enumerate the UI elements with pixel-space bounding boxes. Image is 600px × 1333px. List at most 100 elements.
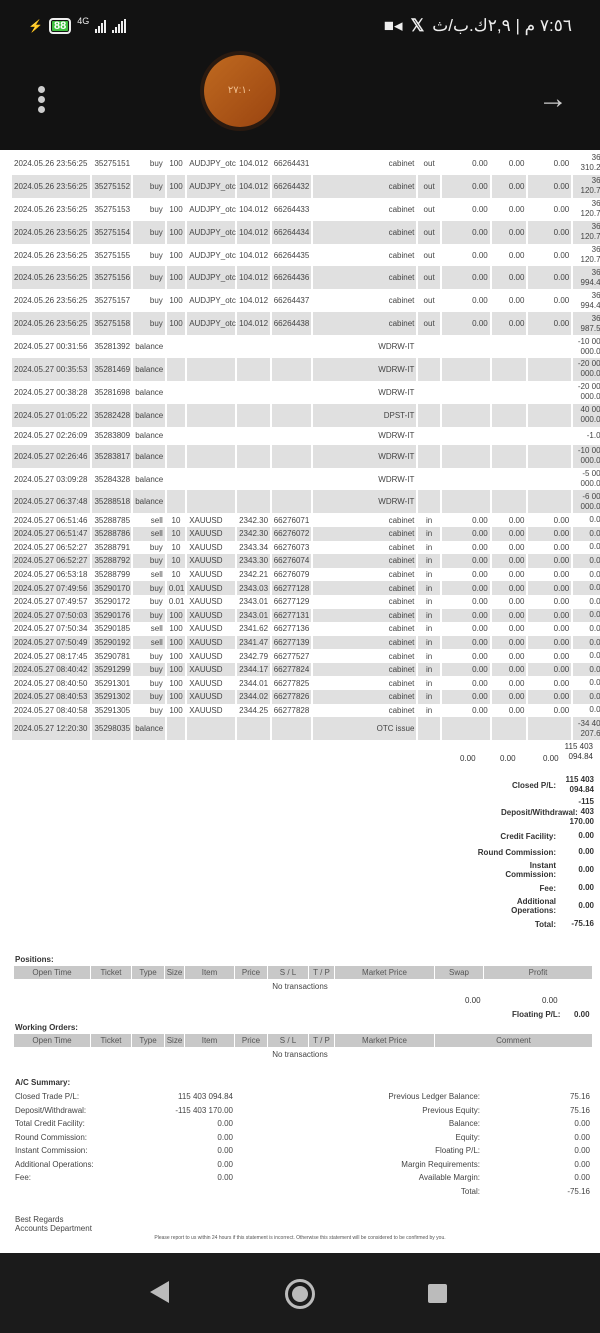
ac-summary-value: 0.00 (217, 1159, 233, 1169)
summary-value: 0.00 (578, 847, 594, 856)
deal-profit: 361 120.76 (572, 243, 600, 267)
ac-summary-label: Previous Equity: (422, 1105, 480, 1115)
deal-profit: 0.00 (572, 649, 600, 663)
deal-taxes: 0.00 (527, 649, 574, 663)
deal-comment: cabinet (312, 152, 419, 175)
deal-taxes: 0.00 (527, 622, 574, 636)
ac-summary-row: Margin Requirements: 0.00 (345, 1158, 590, 1172)
deal-price: 104.012 (236, 312, 272, 336)
deal-time: 2024.05.26 23:56:25 (12, 312, 93, 336)
arrow-right-icon[interactable]: → (538, 82, 568, 115)
recording-timer[interactable]: ٢٧:١٠ (204, 55, 276, 127)
home-circle-icon[interactable] (285, 1279, 315, 1309)
deal-order: 66264433 (270, 197, 314, 221)
deal-size: 100 (165, 289, 188, 313)
recents-square-icon[interactable] (428, 1284, 447, 1303)
deal-size: 100 (165, 174, 188, 198)
deal-time: 2024.05.27 03:09:28 (12, 467, 93, 491)
deal-comment: cabinet (312, 554, 419, 568)
deal-commission: 0.00 (440, 622, 492, 636)
deal-type: buy (132, 243, 167, 267)
ac-summary-row: Total Credit Facility: 0.00 (15, 1117, 233, 1131)
deal-profit: 0.00 (572, 581, 600, 595)
deal-type: buy (132, 220, 167, 244)
deal-item (186, 426, 238, 445)
deal-ticket: 35275152 (91, 174, 134, 198)
summary-value: 115 403 094.84 (565, 775, 594, 794)
back-triangle-icon[interactable] (150, 1281, 169, 1303)
battery-icon: 88 (48, 18, 72, 34)
deal-direction: in (417, 581, 442, 595)
floating-pl-label: Floating P/L: (512, 1010, 561, 1019)
deal-ticket: 35288786 (91, 526, 134, 541)
deal-commission: 0.00 (440, 608, 492, 623)
deal-swap: 0.00 (490, 649, 529, 663)
deal-commission: 0.00 (440, 594, 492, 609)
deal-item: AUDJPY_otc (186, 152, 238, 175)
total-swap: 0.00 (500, 754, 516, 763)
deal-time: 2024.05.27 00:38:28 (12, 380, 93, 404)
deal-price: 2342.30 (236, 526, 272, 541)
deal-price: 2344.25 (236, 703, 272, 718)
table-row: 2024.05.27 07:49:57 35290172 buy 0.01 XAUUSD… (12, 594, 600, 609)
deal-item (186, 380, 238, 404)
deal-commission: 0.00 (440, 635, 492, 650)
ac-summary-value: 0.00 (574, 1132, 590, 1142)
positions-swap-total: 0.00 (465, 996, 481, 1005)
deal-type: sell (132, 513, 167, 527)
deal-profit: -6 000 000.00 (572, 490, 600, 514)
deal-time: 2024.05.27 07:49:56 (12, 581, 93, 595)
deal-size: 100 (165, 649, 188, 663)
deal-swap: 0.00 (490, 635, 529, 650)
deal-price: 2343.01 (236, 608, 272, 623)
total-profit: 115 403 094.84 (564, 742, 593, 761)
deal-ticket: 35288799 (91, 567, 134, 582)
ac-summary-row: Closed Trade P/L: 115 403 094.84 (15, 1090, 233, 1104)
deal-item: XAUUSD (186, 513, 238, 527)
deal-item: XAUUSD (186, 594, 238, 609)
deal-profit: 361 120.76 (572, 220, 600, 244)
deal-profit: 0.00 (572, 703, 600, 718)
deal-size: 100 (165, 608, 188, 623)
deal-type: buy (132, 594, 167, 609)
table-row: 2024.05.27 03:09:28 35284328 balance WDRW-I… (12, 467, 600, 491)
deal-ticket: 35275157 (91, 289, 134, 313)
column-header: Size (165, 1034, 185, 1047)
more-vert-icon[interactable] (38, 86, 48, 116)
table-row: 2024.05.27 07:49:56 35290170 buy 0.01 XAUUSD… (12, 581, 600, 595)
deal-comment: cabinet (312, 608, 419, 623)
deal-direction: out (417, 266, 442, 290)
network-type: 4G (77, 16, 90, 26)
deal-profit: 0.00 (572, 540, 600, 555)
deal-type: balance (132, 490, 167, 514)
ac-summary-label: Total: (460, 1186, 480, 1196)
ac-summary-label: Additional Operations: (15, 1159, 94, 1169)
table-row: 2024.05.26 23:56:25 35275157 buy 100 AUDJPY_… (12, 289, 600, 313)
deal-price: 2342.30 (236, 513, 272, 527)
table-row: 2024.05.27 08:40:58 35291305 buy 100 XAUUSD 2… (12, 703, 600, 718)
summary-row: Round Commission: 0.00 (0, 845, 600, 859)
deal-direction: in (417, 540, 442, 555)
working-orders-title: Working Orders: (15, 1023, 78, 1032)
ac-summary-value: 0.00 (217, 1173, 233, 1183)
deal-time: 2024.05.27 08:40:53 (12, 690, 93, 704)
deal-commission: 0.00 (440, 662, 492, 677)
deal-time: 2024.05.26 23:56:25 (12, 243, 93, 267)
deal-ticket: 35288792 (91, 554, 134, 568)
deal-taxes: 0.00 (527, 635, 574, 650)
deal-item: XAUUSD (186, 581, 238, 595)
deal-item (186, 467, 238, 491)
deal-order: 66276074 (270, 554, 314, 568)
deal-commission: 0.00 (440, 174, 492, 198)
table-row: 2024.05.27 07:50:03 35290176 buy 100 XAUUSD 2… (12, 608, 600, 623)
ac-summary-value: -115 403 170.00 (175, 1105, 233, 1115)
deal-direction: in (417, 635, 442, 650)
deal-order (270, 490, 314, 514)
deal-price: 2343.34 (236, 540, 272, 555)
deal-order: 66277824 (270, 662, 314, 677)
deal-size: 10 (165, 540, 188, 555)
deal-swap (490, 444, 529, 468)
table-row: 2024.05.27 07:50:34 35290185 sell 100 XAUUSD… (12, 622, 600, 636)
summary-row: Credit Facility: 0.00 (0, 829, 600, 843)
deal-direction: in (417, 649, 442, 663)
